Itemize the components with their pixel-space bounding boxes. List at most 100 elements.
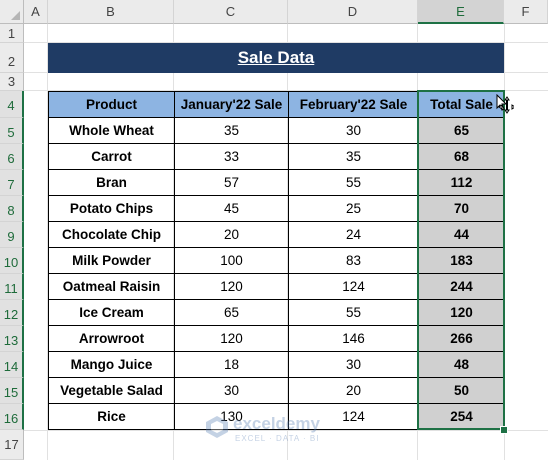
table-row: Oatmeal Raisin 120 124 244 (48, 273, 505, 300)
february-cell[interactable]: 55 (288, 169, 419, 196)
table-row: Mango Juice 18 30 48 (48, 351, 505, 378)
table-row: Bran 57 55 112 (48, 169, 505, 196)
february-cell[interactable]: 146 (288, 325, 419, 352)
exceldemy-watermark: exceldemy EXCEL · DATA · BI (205, 412, 355, 448)
column-header-d[interactable]: D (288, 0, 418, 24)
gridline (47, 24, 48, 460)
row-header-6[interactable]: 6 (0, 144, 24, 170)
header-product[interactable]: Product (48, 91, 175, 118)
product-cell[interactable]: Mango Juice (48, 351, 175, 378)
product-cell[interactable]: Rice (48, 403, 175, 430)
january-cell[interactable]: 45 (174, 195, 289, 222)
january-cell[interactable]: 57 (174, 169, 289, 196)
february-cell[interactable]: 30 (288, 351, 419, 378)
january-cell[interactable]: 30 (174, 377, 289, 404)
total-cell[interactable]: 254 (418, 403, 505, 430)
table-row: Chocolate Chip 20 24 44 (48, 221, 505, 248)
header-january-sale[interactable]: January'22 Sale (174, 91, 289, 118)
total-cell[interactable]: 112 (418, 169, 505, 196)
column-header-f[interactable]: F (504, 0, 548, 24)
row-header-15[interactable]: 15 (0, 378, 24, 404)
table-header-row: Product January'22 Sale February'22 Sale… (48, 91, 505, 118)
watermark-tagline: EXCEL · DATA · BI (235, 434, 320, 443)
table-row: Vegetable Salad 30 20 50 (48, 377, 505, 404)
row-header-10[interactable]: 10 (0, 248, 24, 274)
february-cell[interactable]: 25 (288, 195, 419, 222)
header-february-sale[interactable]: February'22 Sale (288, 91, 419, 118)
february-cell[interactable]: 35 (288, 143, 419, 170)
product-cell[interactable]: Arrowroot (48, 325, 175, 352)
move-cursor-icon (496, 94, 514, 114)
product-cell[interactable]: Bran (48, 169, 175, 196)
february-cell[interactable]: 55 (288, 299, 419, 326)
table-row: Whole Wheat 35 30 65 (48, 117, 505, 144)
gridline (24, 42, 548, 43)
january-cell[interactable]: 120 (174, 325, 289, 352)
column-header-a[interactable]: A (24, 0, 48, 24)
total-cell[interactable]: 70 (418, 195, 505, 222)
total-cell[interactable]: 266 (418, 325, 505, 352)
gridline (24, 430, 548, 431)
row-header-8[interactable]: 8 (0, 196, 24, 222)
exceldemy-logo-icon (206, 416, 228, 438)
row-header-17[interactable]: 17 (0, 430, 24, 460)
table-row: Milk Powder 100 83 183 (48, 247, 505, 274)
row-header-11[interactable]: 11 (0, 274, 24, 300)
total-cell[interactable]: 50 (418, 377, 505, 404)
total-cell[interactable]: 48 (418, 351, 505, 378)
february-cell[interactable]: 124 (288, 273, 419, 300)
january-cell[interactable]: 100 (174, 247, 289, 274)
column-header-b[interactable]: B (48, 0, 174, 24)
product-cell[interactable]: Vegetable Salad (48, 377, 175, 404)
table-row: Arrowroot 120 146 266 (48, 325, 505, 352)
january-cell[interactable]: 18 (174, 351, 289, 378)
header-total-sale[interactable]: Total Sale (418, 91, 505, 118)
february-cell[interactable]: 20 (288, 377, 419, 404)
total-cell[interactable]: 44 (418, 221, 505, 248)
february-cell[interactable]: 24 (288, 221, 419, 248)
february-cell[interactable]: 83 (288, 247, 419, 274)
january-cell[interactable]: 65 (174, 299, 289, 326)
select-all-corner[interactable] (0, 0, 24, 24)
sales-table: Product January'22 Sale February'22 Sale… (48, 91, 505, 430)
fill-handle[interactable] (500, 426, 508, 434)
total-cell[interactable]: 183 (418, 247, 505, 274)
row-header-16[interactable]: 16 (0, 404, 24, 430)
row-header-12[interactable]: 12 (0, 300, 24, 326)
row-header-1[interactable]: 1 (0, 24, 24, 43)
table-row: Ice Cream 65 55 120 (48, 299, 505, 326)
row-header-4[interactable]: 4 (0, 91, 24, 118)
january-cell[interactable]: 120 (174, 273, 289, 300)
gridline (24, 90, 548, 91)
row-header-9[interactable]: 9 (0, 222, 24, 248)
column-header-c[interactable]: C (174, 0, 288, 24)
title-text: Sale Data (237, 48, 315, 67)
row-header-2[interactable]: 2 (0, 43, 24, 73)
product-cell[interactable]: Ice Cream (48, 299, 175, 326)
total-cell[interactable]: 68 (418, 143, 505, 170)
product-cell[interactable]: Oatmeal Raisin (48, 273, 175, 300)
february-cell[interactable]: 30 (288, 117, 419, 144)
watermark-brand: exceldemy (233, 414, 320, 433)
row-header-7[interactable]: 7 (0, 170, 24, 196)
february-cell[interactable]: 124 (288, 403, 419, 430)
row-header-14[interactable]: 14 (0, 352, 24, 378)
table-row: Potato Chips 45 25 70 (48, 195, 505, 222)
row-header-5[interactable]: 5 (0, 118, 24, 144)
column-header-e[interactable]: E (418, 0, 504, 24)
product-cell[interactable]: Potato Chips (48, 195, 175, 222)
row-header-13[interactable]: 13 (0, 326, 24, 352)
january-cell[interactable]: 35 (174, 117, 289, 144)
product-cell[interactable]: Carrot (48, 143, 175, 170)
product-cell[interactable]: Chocolate Chip (48, 221, 175, 248)
sale-data-title[interactable]: Sale Data (48, 43, 504, 73)
product-cell[interactable]: Whole Wheat (48, 117, 175, 144)
january-cell[interactable]: 33 (174, 143, 289, 170)
total-cell[interactable]: 120 (418, 299, 505, 326)
product-cell[interactable]: Milk Powder (48, 247, 175, 274)
row-header-3[interactable]: 3 (0, 73, 24, 91)
total-cell[interactable]: 244 (418, 273, 505, 300)
january-cell[interactable]: 20 (174, 221, 289, 248)
table-row: Rice 130 124 254 (48, 403, 505, 430)
